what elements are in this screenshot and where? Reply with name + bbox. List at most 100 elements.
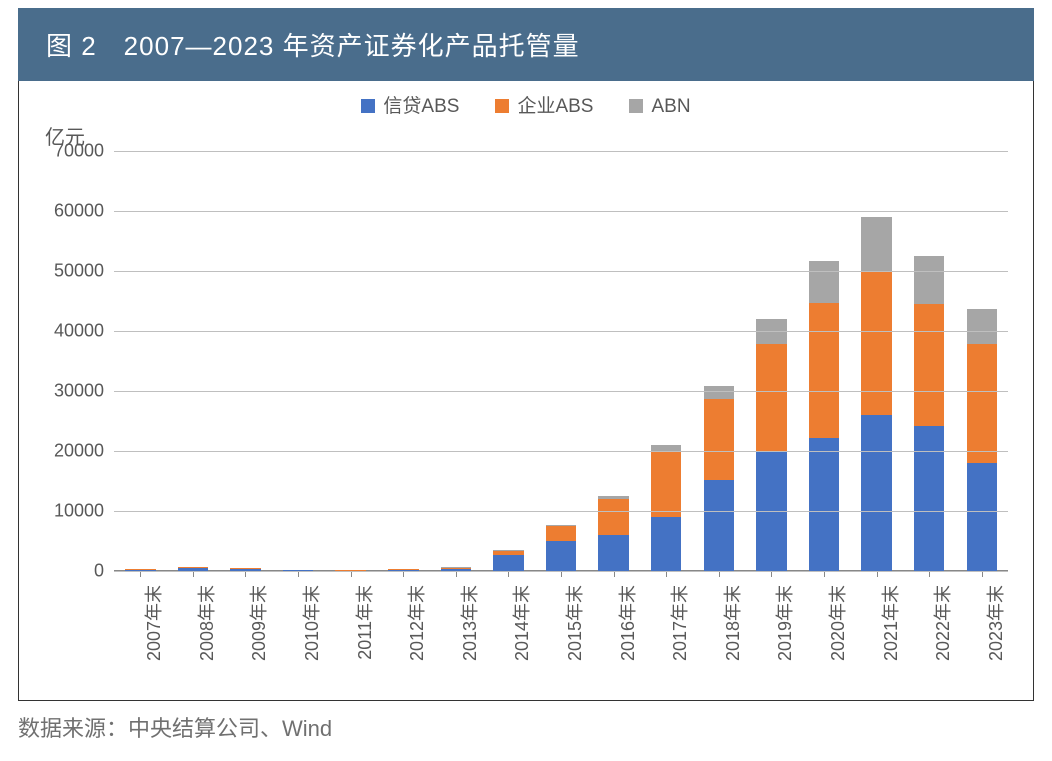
x-tick-label: 2021年末 bbox=[877, 585, 903, 661]
bar-segment bbox=[809, 438, 840, 571]
x-tick-label: 2019年末 bbox=[771, 585, 797, 661]
bar-segment bbox=[493, 555, 524, 571]
gridline bbox=[114, 151, 1008, 152]
chart-title: 图 2 2007—2023 年资产证券化产品托管量 bbox=[46, 31, 580, 61]
gridline bbox=[114, 451, 1008, 452]
bars-row: 2007年末2008年末2009年末2010年末2011年末2012年末2013… bbox=[114, 151, 1008, 571]
x-tick-label: 2015年末 bbox=[561, 585, 587, 661]
bar-slot: 2016年末 bbox=[587, 151, 640, 571]
plot-area: 2007年末2008年末2009年末2010年末2011年末2012年末2013… bbox=[114, 151, 1008, 571]
bar-stack bbox=[546, 525, 577, 571]
x-tick-label: 2011年末 bbox=[351, 585, 377, 660]
legend-swatch bbox=[361, 99, 375, 113]
bar-slot: 2014年末 bbox=[482, 151, 535, 571]
x-tick-label: 2023年末 bbox=[982, 585, 1008, 661]
y-tick-label: 50000 bbox=[54, 261, 104, 282]
bar-slot: 2009年末 bbox=[219, 151, 272, 571]
gridline bbox=[114, 331, 1008, 332]
bar-segment bbox=[861, 217, 892, 271]
x-tick-label: 2018年末 bbox=[719, 585, 745, 661]
chart-title-bar: 图 2 2007—2023 年资产证券化产品托管量 bbox=[18, 8, 1034, 81]
x-tick-label: 2014年末 bbox=[508, 585, 534, 661]
y-tick-label: 10000 bbox=[54, 501, 104, 522]
y-tick-label: 40000 bbox=[54, 321, 104, 342]
bar-slot: 2018年末 bbox=[693, 151, 746, 571]
bar-segment bbox=[756, 344, 787, 451]
bar-stack bbox=[809, 261, 840, 571]
gridline bbox=[114, 571, 1008, 572]
bar-segment bbox=[861, 415, 892, 571]
bar-segment bbox=[546, 541, 577, 571]
bar-slot: 2017年末 bbox=[640, 151, 693, 571]
x-tick-label: 2013年末 bbox=[456, 585, 482, 661]
bar-stack bbox=[493, 550, 524, 571]
bar-segment bbox=[598, 499, 629, 535]
figure-container: 图 2 2007—2023 年资产证券化产品托管量 信贷ABS企业ABSABN … bbox=[0, 8, 1052, 761]
bar-segment bbox=[704, 480, 735, 571]
x-tick-label: 2009年末 bbox=[245, 585, 271, 661]
bar-slot: 2021年末 bbox=[850, 151, 903, 571]
bar-segment bbox=[967, 344, 998, 463]
legend-label: 信贷ABS bbox=[383, 96, 459, 117]
bar-stack bbox=[704, 386, 735, 571]
x-tick-label: 2008年末 bbox=[193, 585, 219, 661]
x-tick-label: 2007年末 bbox=[140, 585, 166, 661]
x-tick-label: 2020年末 bbox=[824, 585, 850, 661]
bar-segment bbox=[546, 526, 577, 541]
legend-item: ABN bbox=[629, 96, 690, 118]
legend-label: 企业ABS bbox=[517, 96, 593, 117]
y-tick-label: 30000 bbox=[54, 381, 104, 402]
bar-segment bbox=[598, 535, 629, 571]
gridline bbox=[114, 511, 1008, 512]
legend-item: 信贷ABS bbox=[361, 91, 459, 118]
bar-stack bbox=[598, 496, 629, 571]
bar-segment bbox=[914, 426, 945, 571]
bar-segment bbox=[651, 517, 682, 571]
source-prefix: 数据来源： bbox=[18, 716, 128, 741]
bar-segment bbox=[967, 309, 998, 344]
bar-stack bbox=[651, 445, 682, 571]
legend-swatch bbox=[495, 99, 509, 113]
bar-segment bbox=[967, 463, 998, 571]
legend: 信贷ABS 企业ABS ABN bbox=[19, 91, 1033, 118]
bar-slot: 2010年末 bbox=[272, 151, 325, 571]
bar-slot: 2007年末 bbox=[114, 151, 167, 571]
bar-segment bbox=[861, 271, 892, 415]
bar-slot: 2008年末 bbox=[167, 151, 220, 571]
y-tick-label: 70000 bbox=[54, 141, 104, 162]
data-source: 数据来源：中央结算公司、Wind bbox=[18, 711, 1034, 743]
bar-stack bbox=[967, 309, 998, 571]
x-tick-label: 2022年末 bbox=[929, 585, 955, 661]
bar-slot: 2019年末 bbox=[745, 151, 798, 571]
x-tick-label: 2017年末 bbox=[666, 585, 692, 661]
bar-stack bbox=[756, 319, 787, 571]
legend-swatch bbox=[629, 99, 643, 113]
bar-segment bbox=[704, 399, 735, 480]
bar-segment bbox=[651, 451, 682, 517]
bar-slot: 2015年末 bbox=[535, 151, 588, 571]
y-tick-label: 0 bbox=[94, 561, 104, 582]
x-tick-label: 2012年末 bbox=[403, 585, 429, 661]
gridline bbox=[114, 211, 1008, 212]
gridline bbox=[114, 271, 1008, 272]
bar-slot: 2023年末 bbox=[956, 151, 1009, 571]
source-text: 中央结算公司、Wind bbox=[128, 716, 332, 741]
bar-segment bbox=[704, 386, 735, 399]
y-tick-label: 60000 bbox=[54, 201, 104, 222]
legend-label: ABN bbox=[651, 96, 690, 117]
bar-stack bbox=[914, 256, 945, 571]
bar-slot: 2012年末 bbox=[377, 151, 430, 571]
bar-slot: 2011年末 bbox=[324, 151, 377, 571]
bar-slot: 2020年末 bbox=[798, 151, 851, 571]
x-tick-label: 2010年末 bbox=[298, 585, 324, 661]
chart-frame: 信贷ABS企业ABSABN 亿元 2007年末2008年末2009年末2010年… bbox=[18, 81, 1034, 701]
bar-segment bbox=[914, 304, 945, 426]
bar-slot: 2013年末 bbox=[430, 151, 483, 571]
y-tick-label: 20000 bbox=[54, 441, 104, 462]
bar-segment bbox=[809, 261, 840, 303]
bar-segment bbox=[809, 303, 840, 438]
bar-segment bbox=[914, 256, 945, 304]
legend-item: 企业ABS bbox=[495, 91, 593, 118]
gridline bbox=[114, 391, 1008, 392]
x-tick-label: 2016年末 bbox=[614, 585, 640, 661]
